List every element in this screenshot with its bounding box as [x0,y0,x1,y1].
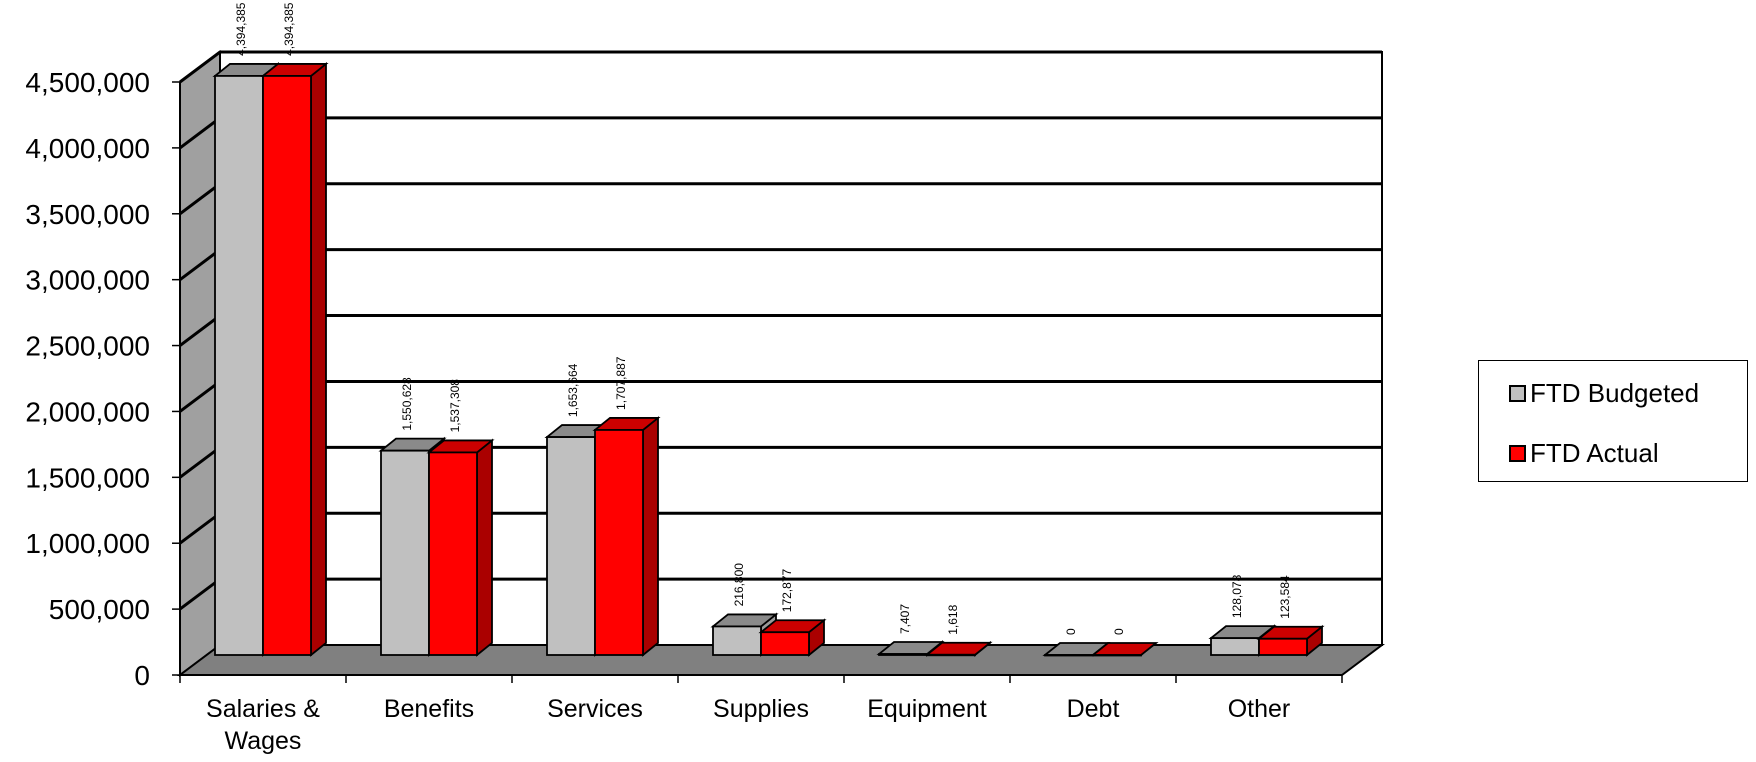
bar [380,449,430,656]
y-tick-label: 4,500,000 [25,67,150,98]
y-tick-label: 4,000,000 [25,133,150,164]
x-tick-label: Debt [1067,695,1120,723]
y-tick-label: 2,000,000 [25,396,150,427]
bar [1092,654,1142,657]
bar [1258,637,1308,656]
legend-swatch-actual [1509,444,1526,462]
y-tick-label: 1,000,000 [25,528,150,559]
bar [760,631,810,656]
bar-side [310,62,327,657]
data-label: 0 [1112,628,1126,635]
legend-label-budgeted: FTD Budgeted [1530,377,1700,408]
bar [926,653,976,657]
x-tick-label: Salaries & [206,695,320,723]
bar-side [642,416,659,657]
data-label: 4,394,385 [282,2,296,56]
x-tick-label: Services [547,695,643,723]
x-tick-label: Wages [225,727,302,755]
x-tick-label: Equipment [867,695,987,723]
y-tick-label: 2,500,000 [25,331,150,362]
bar [546,436,596,656]
legend: FTD Budgeted FTD Actual [1478,360,1748,482]
data-label: 216,800 [732,563,746,607]
legend-item-budgeted: FTD Budgeted [1509,378,1699,408]
x-tick-label: Supplies [713,695,809,723]
legend-label-actual: FTD Actual [1530,437,1659,468]
data-label: 1,707,887 [614,356,628,410]
bar [1044,654,1094,657]
y-tick-label: 1,500,000 [25,462,150,493]
bar-side [476,438,493,657]
data-label: 1,550,628 [400,377,414,431]
gridline [179,50,1382,84]
y-tick-label: 3,000,000 [25,265,150,296]
data-label: 1,618 [946,604,960,634]
data-label: 0 [1064,628,1078,635]
legend-swatch-budgeted [1509,384,1526,402]
bar [428,451,478,656]
bar [878,653,928,656]
y-tick-label: 500,000 [49,594,150,625]
bar [214,75,264,656]
bar [594,429,644,656]
y-tick-label: 3,500,000 [25,199,150,230]
bar [262,75,312,656]
bar [712,625,762,656]
data-label: 7,407 [898,604,912,634]
bar [1210,637,1260,656]
x-tick-label: Other [1228,695,1291,723]
data-label: 4,394,385 [234,2,248,56]
data-label: 1,537,308 [448,379,462,433]
legend-item-actual: FTD Actual [1509,438,1659,468]
side-wall [179,50,221,677]
data-label: 1,653,664 [566,363,580,417]
data-label: 123,584 [1278,575,1292,619]
x-tick-label: Benefits [384,695,474,723]
data-label: 128,078 [1230,574,1244,618]
y-tick-label: 0 [134,660,150,691]
data-label: 172,877 [780,569,794,613]
